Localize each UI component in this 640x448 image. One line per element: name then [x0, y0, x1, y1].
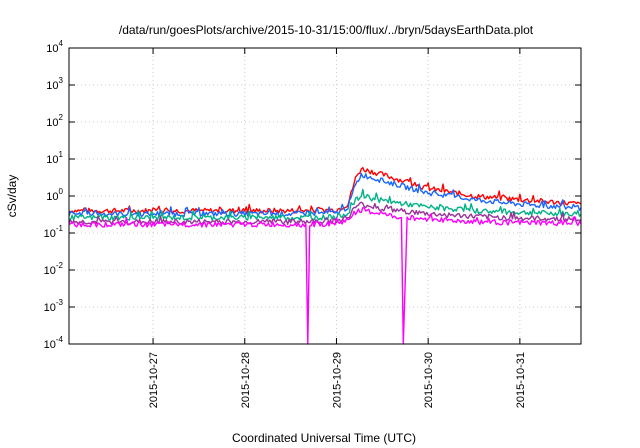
- x-tick-label: 2015-10-28: [240, 352, 252, 408]
- y-tick-label: 101: [46, 150, 63, 166]
- series-path: [68, 201, 582, 226]
- y-tick-label: 10-1: [44, 224, 64, 240]
- x-tick-label: 2015-10-31: [515, 352, 527, 408]
- series-line: [68, 172, 582, 218]
- x-tick-label: 2015-10-29: [331, 352, 343, 408]
- y-tick-label: 10-2: [44, 261, 64, 277]
- series-layer: [68, 166, 582, 345]
- x-tick-label: 2015-10-30: [423, 352, 435, 408]
- x-axis-label: Coordinated Universal Time (UTC): [232, 431, 416, 445]
- y-tick-label: 102: [46, 113, 63, 129]
- y-tick-label: 10-3: [44, 298, 64, 314]
- y-tick-label: 104: [46, 39, 63, 55]
- chart-title: /data/run/goesPlots/archive/2015-10-31/1…: [119, 23, 534, 37]
- y-tick-label: 103: [46, 76, 63, 92]
- y-tick-label: 100: [46, 187, 63, 203]
- x-tick-label: 2015-10-27: [148, 352, 160, 408]
- series-line: [68, 207, 582, 345]
- series-line: [68, 166, 582, 214]
- y-tick-label: 10-4: [44, 335, 64, 351]
- series-line: [68, 201, 582, 226]
- series-path: [68, 166, 582, 214]
- series-path: [68, 172, 582, 218]
- series-path: [68, 207, 582, 345]
- y-axis-label: cSv/day: [5, 175, 19, 218]
- axes: 104 103 102 101 100 10-1 10-2 10-3 10-4 2015-10-2…: [44, 39, 581, 408]
